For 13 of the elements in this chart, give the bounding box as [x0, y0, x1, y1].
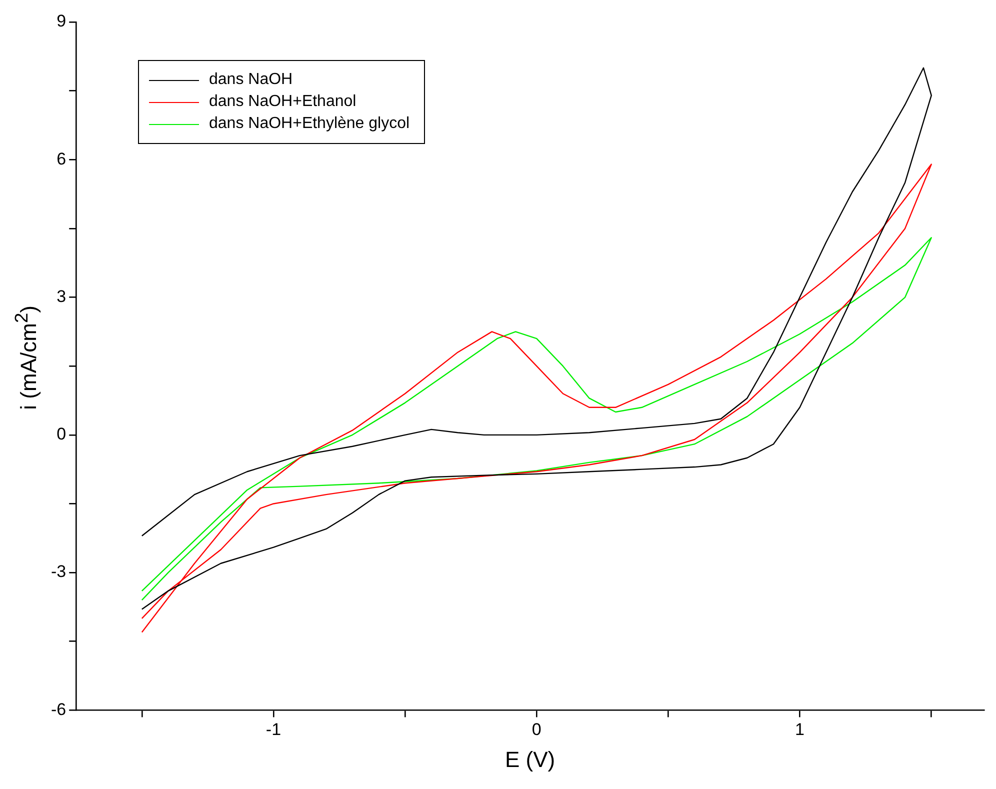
x-axis-title: E (V)	[504, 746, 556, 772]
y-tick-label: 9	[56, 12, 66, 31]
y-tick-label: 3	[56, 286, 66, 306]
y-tick-label: -3	[50, 562, 66, 582]
y-tick-label: 0	[56, 424, 66, 444]
x-tick-label: 0	[532, 720, 542, 740]
y-tick-label: 6	[56, 149, 66, 168]
legend-label: dans NaOH	[209, 70, 293, 90]
x-tick-label: -1	[266, 720, 282, 740]
legend-label: dans NaOH+Ethanol	[209, 92, 356, 112]
y-tick-label: -6	[50, 700, 66, 719]
legend-label: dans NaOH+Ethylène glycol	[209, 114, 410, 134]
x-tick-label: 1	[795, 720, 805, 740]
